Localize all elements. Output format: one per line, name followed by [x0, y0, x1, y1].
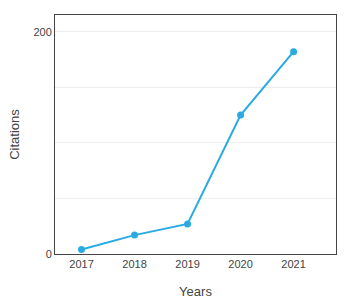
svg-text:2019: 2019	[175, 258, 199, 270]
svg-text:2018: 2018	[122, 258, 146, 270]
svg-text:Years: Years	[179, 284, 212, 299]
svg-text:2020: 2020	[228, 258, 252, 270]
svg-text:0: 0	[46, 248, 52, 260]
svg-text:200: 200	[33, 26, 51, 38]
svg-text:Citations: Citations	[7, 109, 22, 160]
svg-text:2021: 2021	[281, 258, 305, 270]
svg-text:2017: 2017	[69, 258, 93, 270]
